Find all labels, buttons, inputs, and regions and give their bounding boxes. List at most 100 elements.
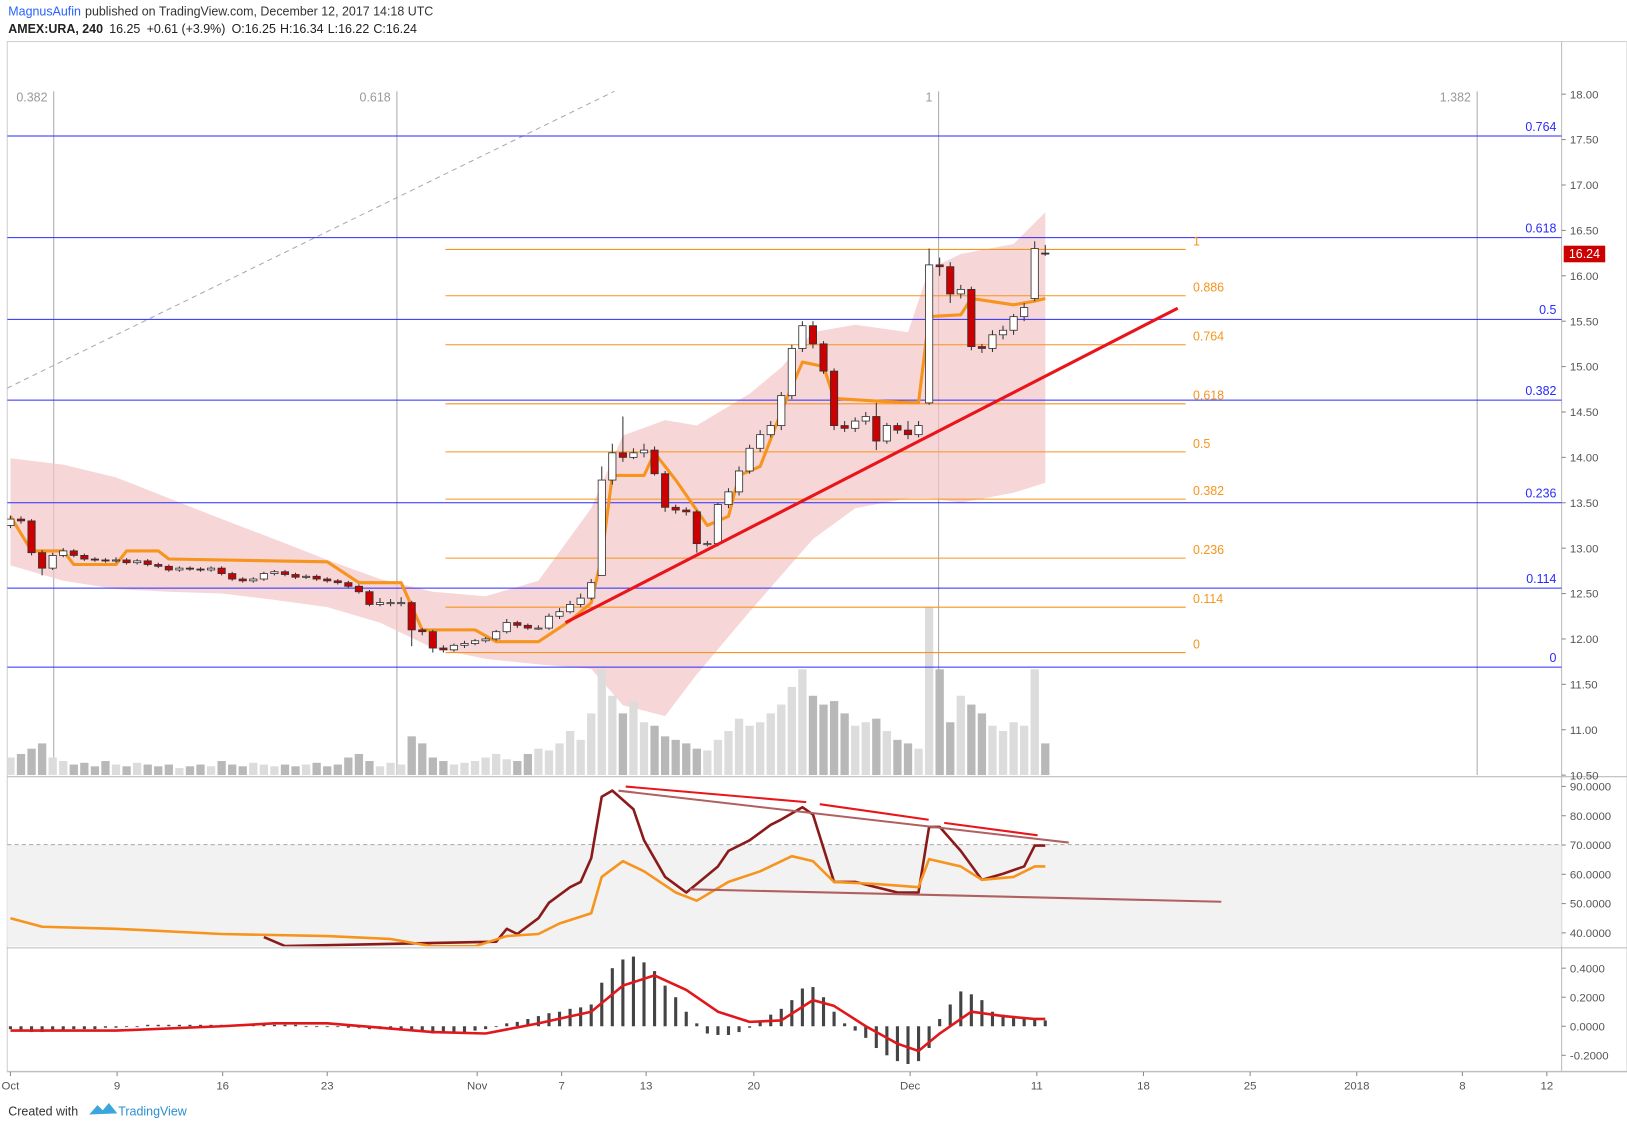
candle-body <box>238 578 247 582</box>
volume-bar <box>259 764 269 776</box>
volume-bar <box>692 748 701 776</box>
histogram-bar <box>452 1026 456 1034</box>
fib-level-label: 0.382 <box>1525 384 1556 398</box>
histogram-bar <box>748 1026 752 1028</box>
volume-bar <box>544 750 554 776</box>
y-tick-label: 14.50 <box>1570 407 1599 419</box>
histogram-bar <box>420 1026 424 1033</box>
histogram-bar <box>146 1024 150 1027</box>
candle-body <box>365 591 374 605</box>
candle-body <box>27 520 36 554</box>
fib-level-label: 0.114 <box>1526 572 1556 586</box>
histogram-bar <box>916 1026 921 1062</box>
y-tick-label: 90.0000 <box>1570 782 1611 794</box>
volume-bar <box>502 759 511 776</box>
volume-bar <box>164 764 173 776</box>
divergence-line <box>944 821 1038 837</box>
volume-bar <box>80 762 89 776</box>
histogram-bar <box>779 1008 783 1027</box>
histogram-bar <box>726 1026 731 1035</box>
candle-body <box>439 647 448 651</box>
fib-level-label: 0.114 <box>1193 592 1223 606</box>
volume-bar <box>629 701 638 776</box>
histogram-bar <box>262 1024 266 1027</box>
volume-bar <box>418 743 427 776</box>
rsi-trendline <box>689 888 1222 903</box>
candle-body <box>555 611 564 617</box>
candle-body <box>492 631 501 640</box>
candle-body <box>270 571 279 574</box>
histogram-bar <box>51 1026 55 1031</box>
y-tick-label: 50.0000 <box>1570 899 1611 911</box>
footer-created: Created with <box>8 1104 78 1118</box>
volume-bar <box>639 722 649 776</box>
volume-bar <box>977 713 987 776</box>
y-tick-label: 80.0000 <box>1570 811 1611 823</box>
histogram-bar <box>1012 1016 1016 1027</box>
candle-body <box>713 504 722 545</box>
footer-brand[interactable]: TradingView <box>118 1104 187 1118</box>
volume-bar <box>312 762 321 776</box>
volume-bar <box>576 739 585 776</box>
candle-body <box>566 604 575 613</box>
candle-body <box>734 470 744 493</box>
ohlc: H:16.34 <box>280 22 324 36</box>
candle-body <box>629 452 638 458</box>
x-tick-label: Oct <box>2 1081 21 1093</box>
volume-bar <box>756 722 765 776</box>
candle-body <box>90 558 99 561</box>
volume-bar <box>798 669 807 776</box>
x-tick-label: 18 <box>1137 1081 1150 1093</box>
candle-body <box>69 550 78 556</box>
published: published on TradingView.com, December 1… <box>85 5 433 19</box>
x-tick-label: 8 <box>1459 1081 1465 1093</box>
candle-body <box>777 395 786 427</box>
candle-body <box>133 560 142 564</box>
y-tick-label: 0.0000 <box>1570 1021 1605 1033</box>
candle-body <box>175 567 184 571</box>
candle-body <box>48 555 57 569</box>
fib-level-label: 0.618 <box>1525 221 1556 235</box>
candle-body <box>808 325 818 345</box>
volume-bar <box>861 722 870 776</box>
volume-bar <box>766 713 775 776</box>
candle-body <box>344 582 353 587</box>
y-tick-label: 11.50 <box>1570 679 1598 691</box>
volume-bar <box>354 753 364 776</box>
candle-body <box>798 325 807 349</box>
volume-bar <box>323 766 332 776</box>
candle-body <box>259 573 268 580</box>
volume-bar <box>492 753 501 776</box>
candle-body <box>544 615 554 629</box>
volume-bar <box>470 761 480 776</box>
candle-body <box>661 473 670 508</box>
volume-bar <box>903 743 913 776</box>
y-tick-label: 12.50 <box>1570 589 1599 601</box>
histogram-bar <box>167 1024 171 1027</box>
histogram-bar <box>103 1026 108 1028</box>
volume-bar <box>1009 722 1018 776</box>
candle-body <box>682 509 691 513</box>
author[interactable]: MagnusAufin <box>8 5 81 19</box>
histogram-bar <box>410 1026 414 1031</box>
y-tick-label: 0.2000 <box>1570 992 1605 1004</box>
volume-bar <box>428 757 437 776</box>
divergence-line <box>625 785 807 804</box>
symbol: AMEX:URA, 240 <box>8 22 103 36</box>
volume-bar <box>154 766 163 776</box>
candle-body <box>7 518 15 526</box>
y-tick-label: 11.00 <box>1570 725 1598 737</box>
volume-bar <box>808 695 818 776</box>
histogram-bar <box>610 968 614 1027</box>
candle-body <box>471 640 480 644</box>
publish-line: MagnusAufin published on TradingView.com,… <box>8 5 433 19</box>
volume-bar <box>1041 743 1050 776</box>
volume-bar <box>703 750 712 776</box>
fib-level-label: 0.764 <box>1193 330 1224 344</box>
fib-level-label: 0 <box>1550 651 1557 665</box>
candle-body <box>280 571 290 575</box>
candle-body <box>217 567 226 574</box>
candle-body <box>407 602 416 631</box>
histogram-bar <box>346 1026 350 1028</box>
histogram-bar <box>8 1026 12 1030</box>
